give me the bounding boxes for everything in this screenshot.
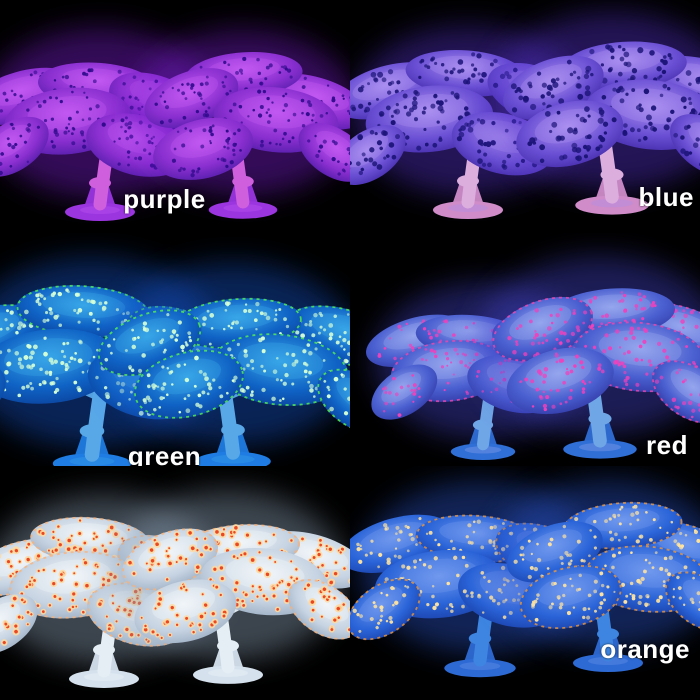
coral-illustration-orange <box>350 479 700 678</box>
coral-photo-red: red <box>350 233 700 466</box>
coral-illustration-blue <box>350 12 700 219</box>
coral-illustration-green <box>0 257 350 466</box>
coral-photo-purple: purple <box>0 0 350 233</box>
coral-photo-white-unlabeled <box>0 466 350 700</box>
coral-photo-orange: orange <box>350 466 700 700</box>
coral-illustration-white <box>0 490 350 688</box>
coral-photo-blue: blue <box>350 0 700 233</box>
coral-photo-green: green <box>0 233 350 466</box>
coral-illustration-purple <box>0 28 350 221</box>
coral-illustration-red <box>366 256 700 460</box>
